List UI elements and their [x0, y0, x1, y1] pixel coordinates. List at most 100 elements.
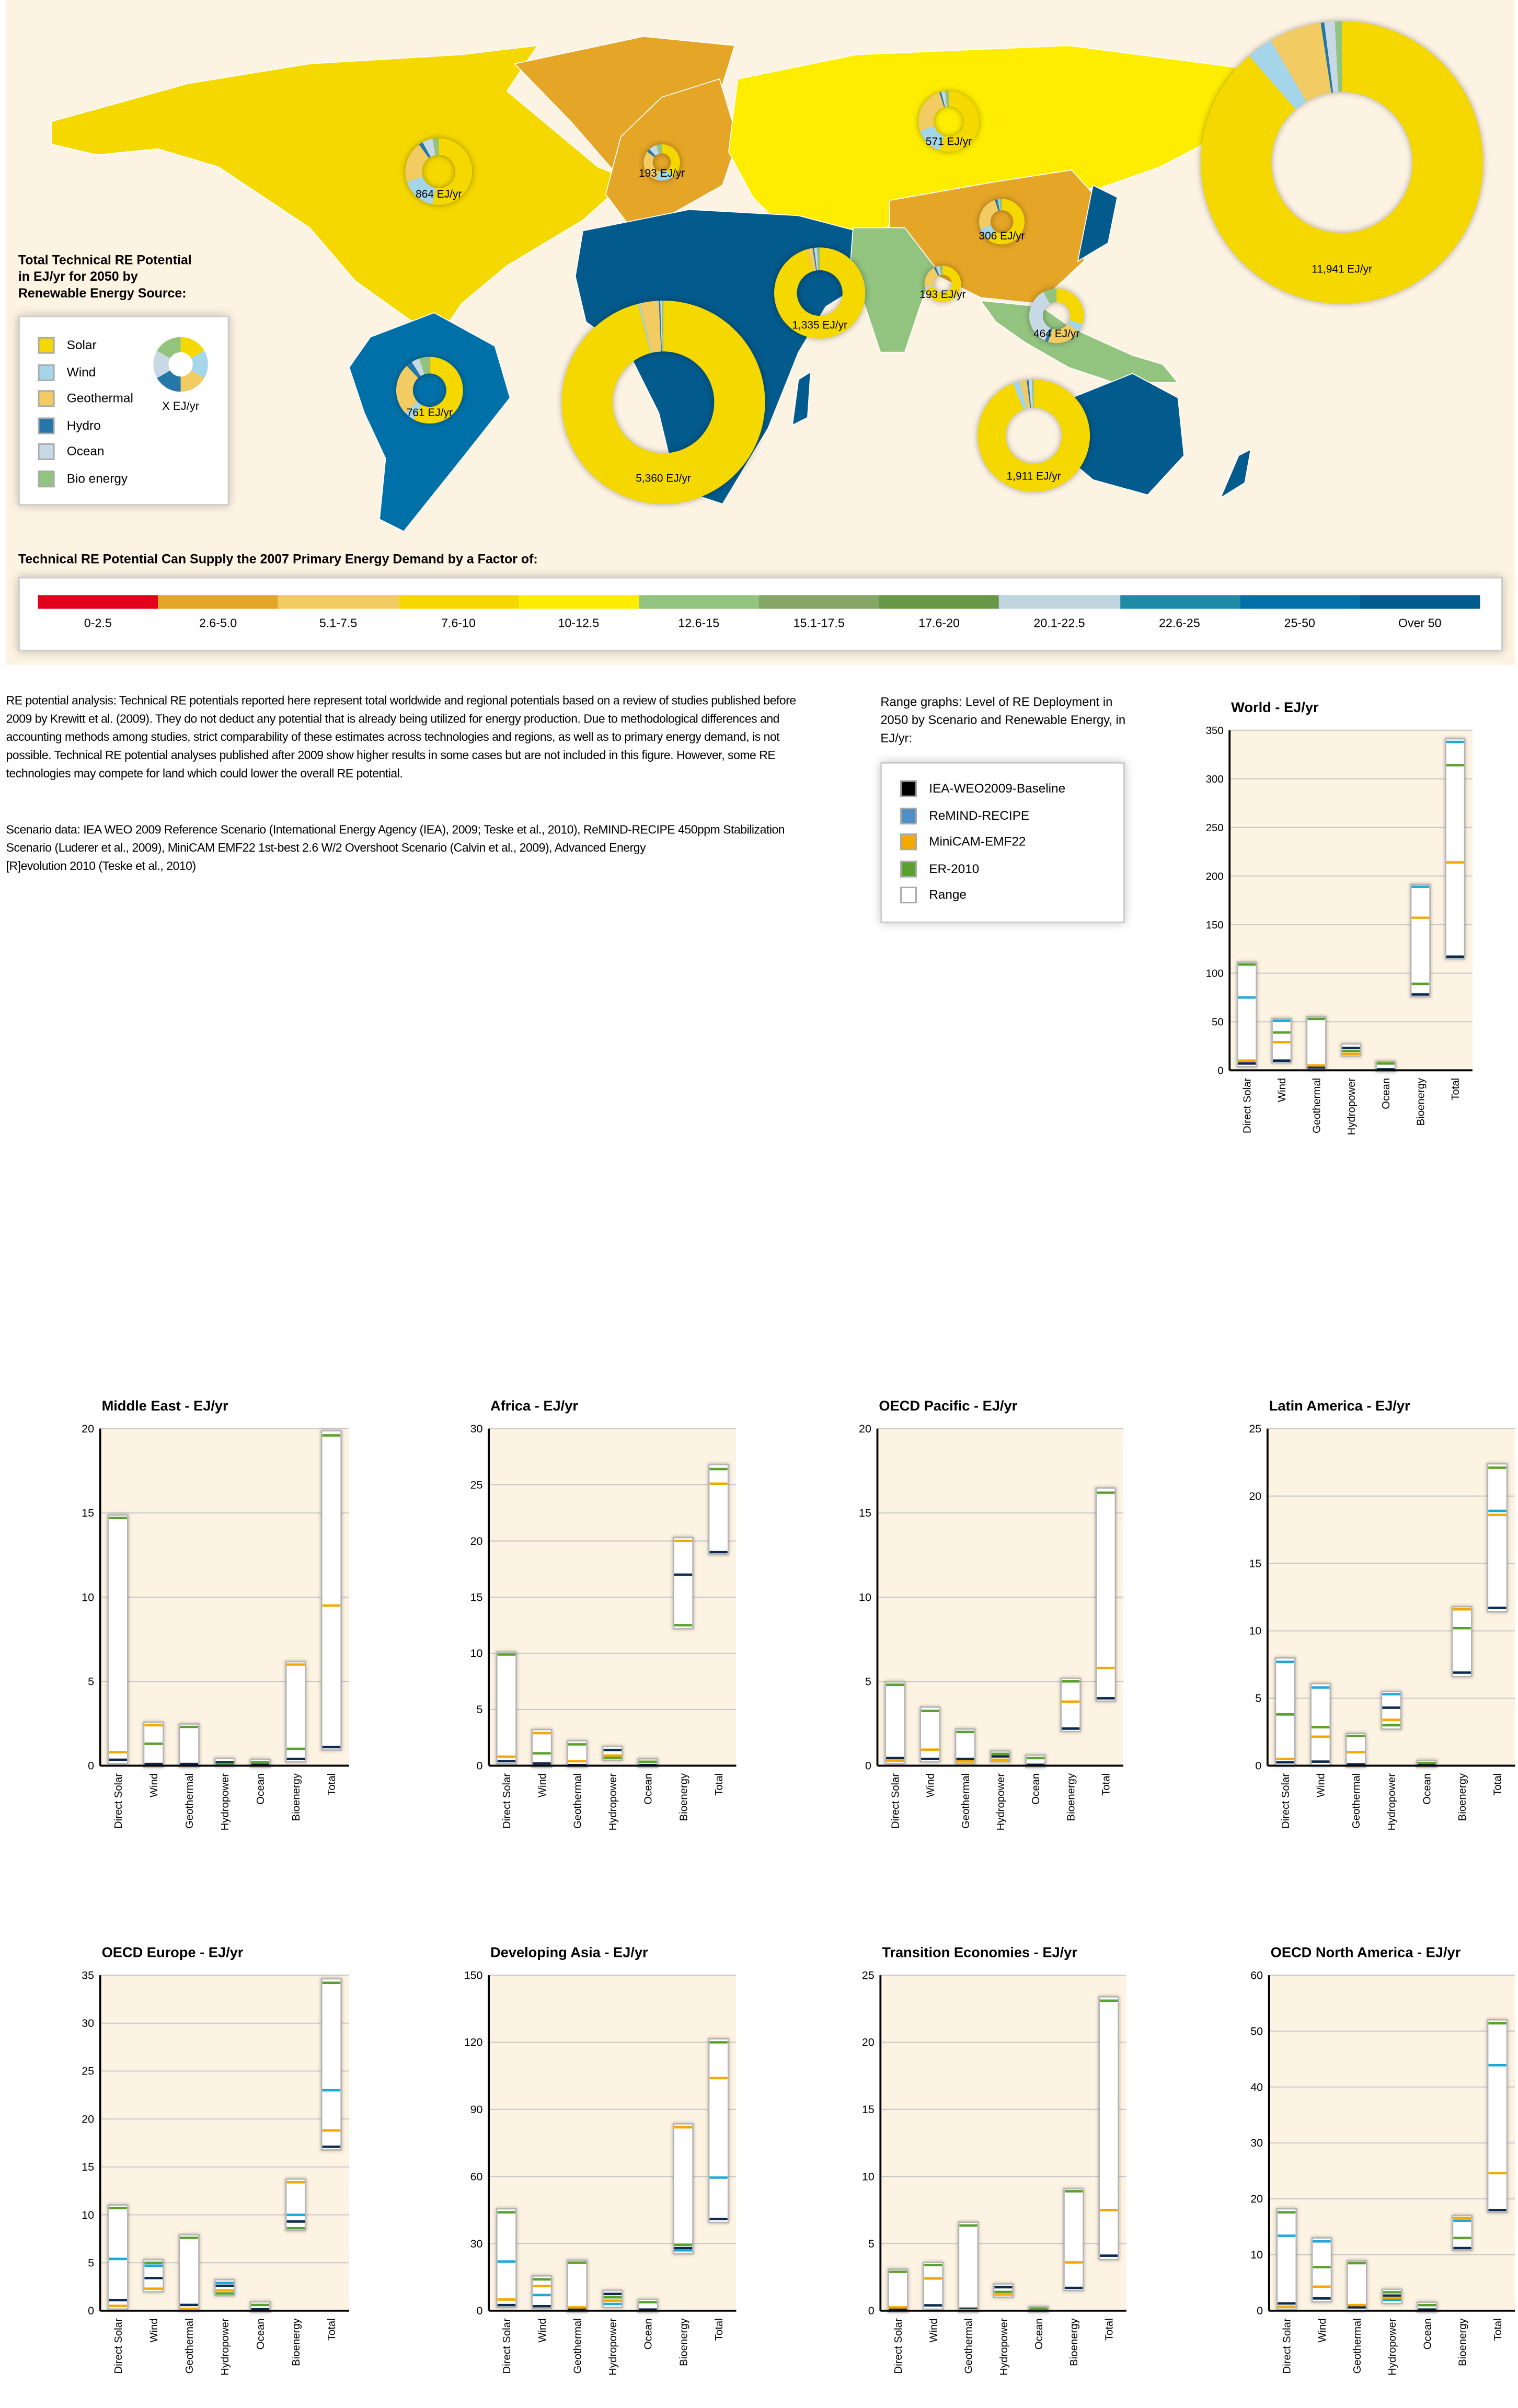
- donut-slice-bio-energy: [999, 199, 1002, 211]
- y-tick-label: 5: [868, 2238, 875, 2250]
- scenario-marker: [994, 2290, 1013, 2294]
- scenario-marker: [286, 2220, 305, 2223]
- scenario-marker: [1313, 2240, 1331, 2243]
- range-bar: [923, 2262, 944, 2310]
- scale-label: 22.6-25: [1158, 616, 1200, 630]
- range-bar: [496, 1651, 517, 1764]
- scenario-marker: [991, 1752, 1009, 1756]
- y-tick-label: 15: [1249, 1557, 1261, 1570]
- scenario-marker: [1418, 2308, 1436, 2311]
- range-bar: [285, 1661, 306, 1763]
- category-label: Geothermal: [963, 2318, 975, 2373]
- range-bar: [1410, 884, 1431, 997]
- category-label: Ocean: [255, 2318, 267, 2349]
- y-tick-label: 10: [82, 2209, 94, 2221]
- category-label: Direct Solar: [1282, 2318, 1293, 2373]
- category-label: Ocean: [643, 2318, 654, 2349]
- map-legend-label: Geothermal: [66, 390, 133, 406]
- scenario-marker: [144, 2264, 163, 2267]
- category-label: Hydropower: [607, 2318, 619, 2376]
- y-tick-label: 30: [470, 1423, 483, 1435]
- map-legend: Solar Wind Geothermal Hydro Ocean Bio energy …: [18, 316, 229, 506]
- scenario-marker: [497, 2298, 516, 2301]
- scenario-marker: [921, 1710, 939, 1712]
- scenario-marker: [215, 2284, 234, 2287]
- scenario-marker: [568, 2261, 586, 2264]
- donut-label: 571 EJ/yr: [926, 136, 972, 148]
- range-bar: [1311, 2237, 1332, 2303]
- scenario-marker: [709, 2218, 728, 2220]
- y-tick-label: 0: [868, 2304, 875, 2317]
- scenario-marker: [109, 1758, 127, 1761]
- scenario-marker: [215, 1761, 234, 1764]
- y-tick-label: 15: [470, 1591, 483, 1603]
- category-label: Total: [1103, 2318, 1115, 2341]
- scenario-marker: [1312, 1686, 1330, 1689]
- scenario-text: Scenario data: IEA WEO 2009 Reference Sc…: [6, 821, 803, 876]
- chart-title: Latin America - EJ/yr: [1269, 1396, 1410, 1414]
- y-tick-label: 15: [862, 2103, 875, 2116]
- donut-slice-bio-energy: [1032, 380, 1034, 408]
- y-tick-label: 30: [1250, 2137, 1263, 2149]
- scenario-marker: [603, 1748, 622, 1751]
- legend-donut-label: X EJ/yr: [162, 399, 200, 413]
- donut-label: 864 EJ/yr: [416, 188, 462, 200]
- range-bar: [107, 1514, 129, 1764]
- scenario-marker: [1348, 2306, 1366, 2309]
- donut-slice-hydro: [934, 267, 939, 276]
- y-tick-label: 20: [82, 1423, 94, 1435]
- donut-slice-solar: [939, 91, 980, 152]
- category-label: Geothermal: [960, 1773, 972, 1829]
- donut-label: 5,360 EJ/yr: [636, 472, 691, 484]
- scenario-marker: [1411, 993, 1430, 996]
- scenario-marker: [1418, 2303, 1436, 2307]
- y-tick-label: 10: [470, 1647, 483, 1660]
- scenario-marker: [924, 2304, 942, 2307]
- category-label: Hydropower: [220, 1773, 231, 1831]
- map-legend-label: Hydro: [66, 417, 101, 432]
- scenario-marker: [709, 2176, 728, 2179]
- scenario-marker: [1488, 1513, 1506, 1517]
- range-chart: 0 5 10 15 20 25 30 35 Direct Solar Wind Geothermal…: [82, 1969, 349, 2376]
- category-label: Direct Solar: [1280, 1773, 1292, 1829]
- scenario-marker: [251, 1761, 270, 1764]
- scenario-marker: [959, 2224, 978, 2227]
- donut-label: 1,911 EJ/yr: [1007, 470, 1061, 482]
- scenario-marker: [1278, 2302, 1296, 2305]
- scale-label: 2.6-5.0: [199, 616, 237, 630]
- chart-title: OECD Pacific - EJ/yr: [879, 1396, 1018, 1414]
- donut-slice-hydro: [157, 370, 181, 392]
- category-label: Ocean: [1422, 2318, 1433, 2349]
- range-bar: [320, 1978, 342, 2151]
- plot-area: [100, 1975, 349, 2311]
- map-legend-item: Wind: [38, 359, 133, 386]
- donut-slice-ocean: [660, 301, 663, 352]
- y-tick-label: 10: [859, 1591, 871, 1603]
- scenario-marker: [956, 1730, 974, 1734]
- scenario-marker: [144, 1762, 163, 1765]
- donut-slice-hydro: [1027, 380, 1031, 408]
- range-legend-item: MiniCAM-EMF22: [900, 829, 1026, 856]
- scenario-marker: [1446, 861, 1464, 864]
- scenario-marker: [286, 2214, 305, 2216]
- scenario-marker: [921, 1758, 939, 1760]
- scenario-marker: [1488, 1466, 1506, 1469]
- scenario-marker: [886, 1759, 904, 1762]
- donut-slice-bio-energy: [662, 300, 664, 352]
- scale-color-segment: [639, 595, 760, 609]
- analysis-text: RE potential analysis: Technical RE pote…: [6, 694, 797, 781]
- category-label: Hydropower: [1387, 2318, 1398, 2376]
- scenario-marker: [215, 2289, 234, 2292]
- category-label: Direct Solar: [501, 1773, 513, 1829]
- range-bar: [1487, 2019, 1508, 2214]
- scale-label: 20.1-22.5: [1033, 616, 1085, 630]
- map-legend-item: Hydro: [38, 412, 133, 439]
- scale-color-segment: [999, 595, 1120, 609]
- map-legend-item: Ocean: [38, 439, 133, 465]
- region-donut: [979, 199, 1025, 245]
- scenario-marker: [1273, 1019, 1291, 1022]
- map-legend-label: Solar: [66, 337, 97, 352]
- scenario-marker: [709, 1551, 728, 1554]
- map-region-new-zealand: [1219, 449, 1252, 499]
- category-label: Ocean: [1381, 1078, 1392, 1109]
